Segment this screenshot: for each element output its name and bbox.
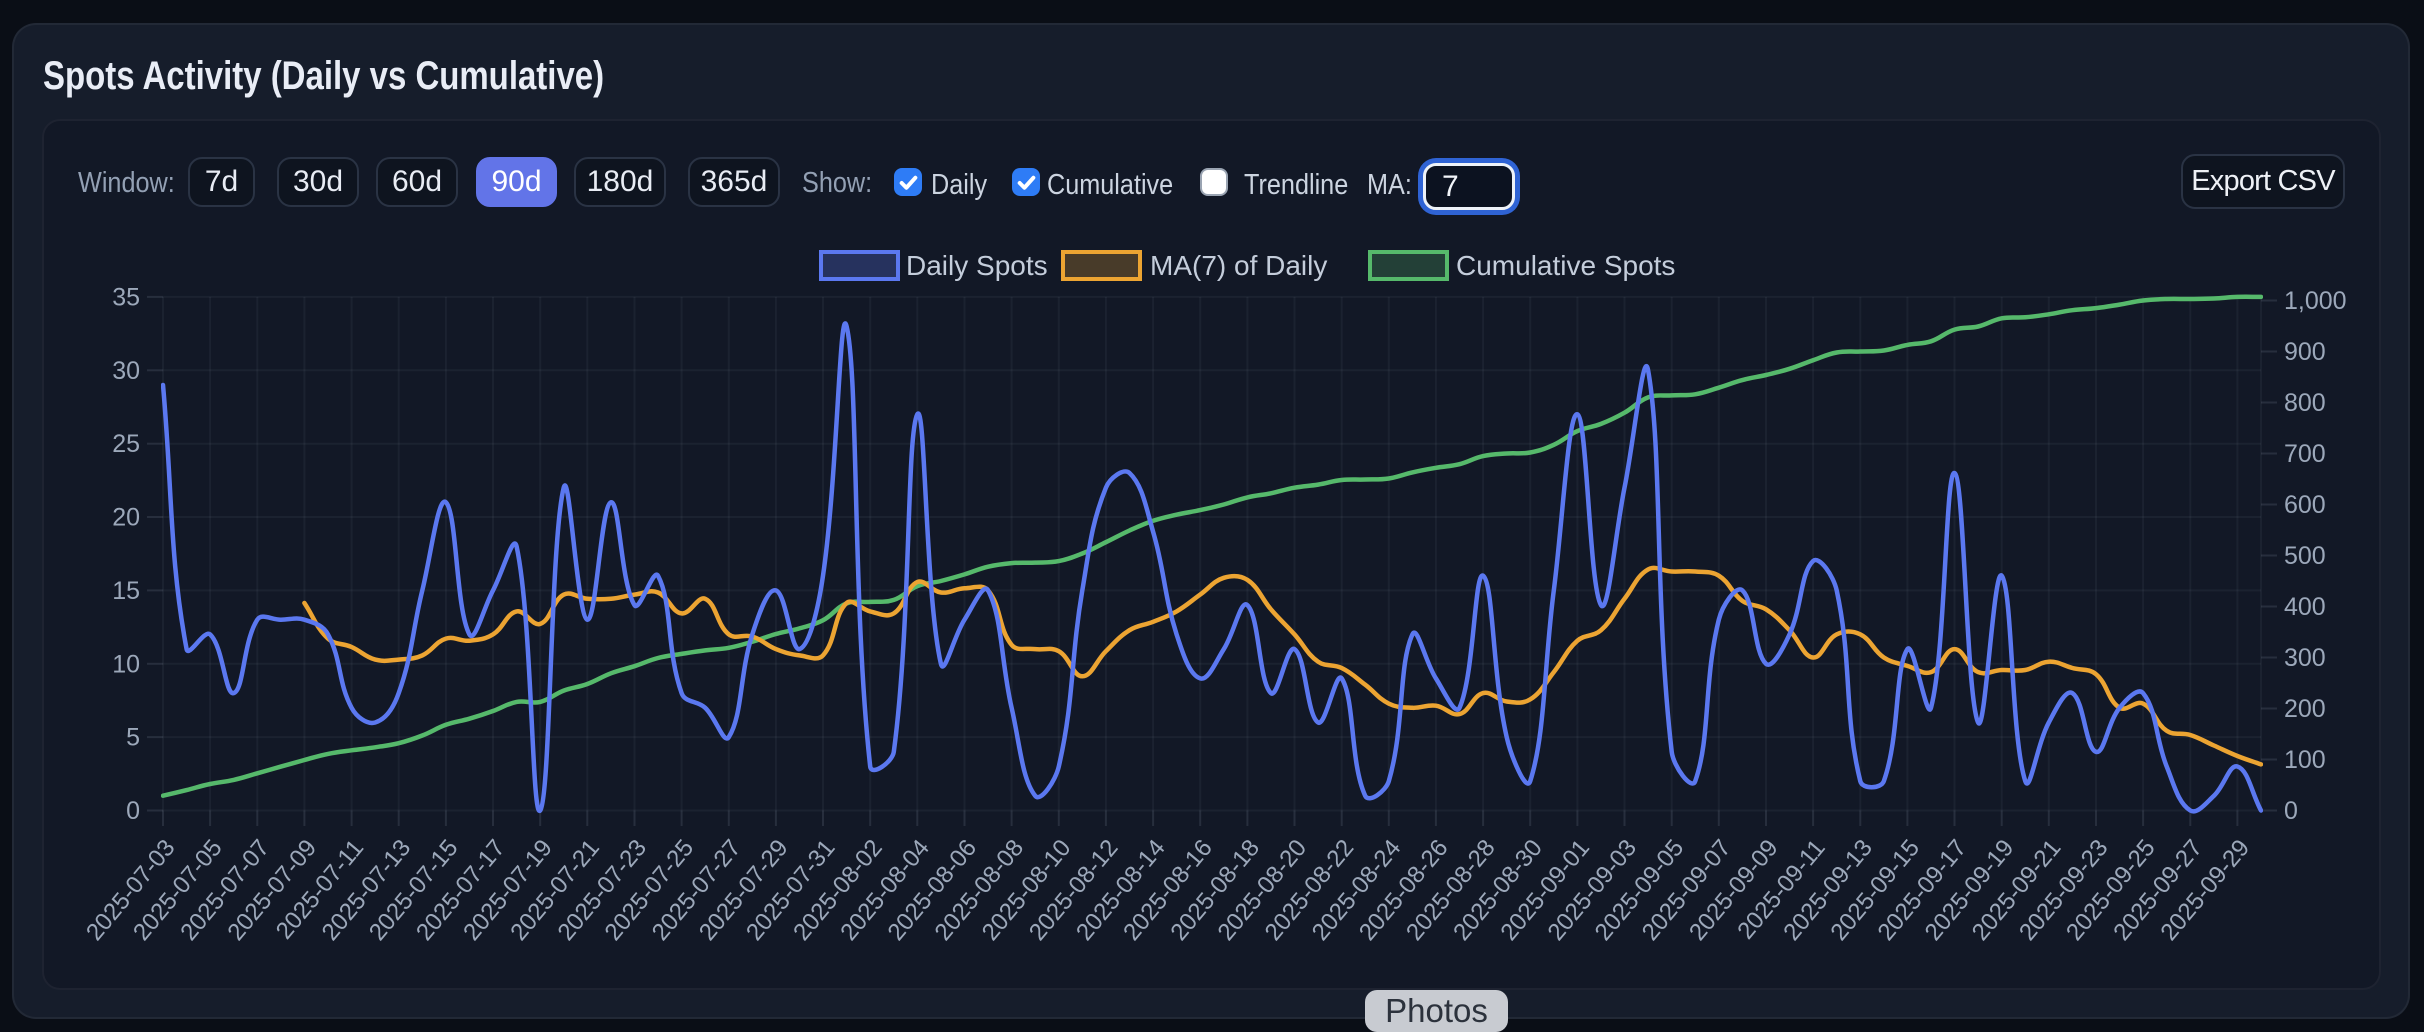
svg-text:500: 500: [2284, 542, 2326, 570]
svg-text:900: 900: [2284, 338, 2326, 366]
svg-text:0: 0: [126, 797, 140, 825]
svg-text:200: 200: [2284, 695, 2326, 723]
svg-text:800: 800: [2284, 389, 2326, 417]
svg-text:10: 10: [112, 650, 140, 678]
svg-text:25: 25: [112, 430, 140, 458]
svg-text:5: 5: [126, 724, 140, 752]
svg-text:700: 700: [2284, 440, 2326, 468]
svg-text:20: 20: [112, 504, 140, 532]
svg-text:300: 300: [2284, 644, 2326, 672]
svg-text:600: 600: [2284, 491, 2326, 519]
svg-text:30: 30: [112, 357, 140, 385]
svg-text:35: 35: [112, 283, 140, 311]
svg-text:100: 100: [2284, 746, 2326, 774]
svg-text:Cumulative Spots: Cumulative Spots: [1456, 250, 1675, 281]
svg-text:1,000: 1,000: [2284, 287, 2347, 315]
svg-text:0: 0: [2284, 797, 2298, 825]
svg-text:Daily Spots: Daily Spots: [906, 250, 1048, 281]
svg-text:15: 15: [112, 577, 140, 605]
svg-text:400: 400: [2284, 593, 2326, 621]
svg-text:MA(7) of Daily: MA(7) of Daily: [1150, 250, 1327, 281]
